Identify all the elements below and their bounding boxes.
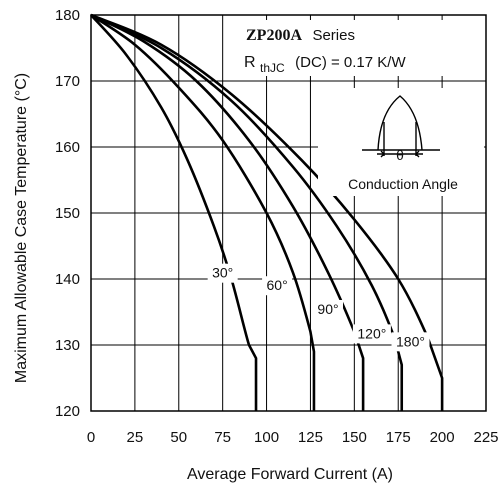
rth-subscript: thJC: [260, 61, 285, 75]
x-tick-label-6: 150: [342, 429, 367, 446]
x-axis-title: Average Forward Current (A): [187, 466, 393, 483]
y-axis-title: Maximum Allowable Case Temperature (°C): [13, 73, 30, 383]
series-label-3: 120°: [357, 325, 386, 341]
y-tick-label-6: 180: [55, 7, 80, 24]
x-tick-label-4: 100: [254, 429, 279, 446]
series-label-4: 180°: [396, 333, 425, 349]
y-tick-labels: 120 130 140 150 160 170 180: [55, 7, 80, 420]
y-tick-label-0: 120: [55, 403, 80, 420]
y-tick-label-2: 140: [55, 271, 80, 288]
y-tick-label-4: 160: [55, 139, 80, 156]
conduction-angle-label: Conduction Angle: [348, 176, 458, 192]
x-tick-label-2: 50: [170, 429, 187, 446]
rth-value: (DC) = 0.17 K/W: [295, 54, 406, 71]
x-tick-label-9: 225: [473, 429, 498, 446]
series-label-1: 60°: [267, 277, 288, 293]
x-tick-label-1: 25: [127, 429, 144, 446]
y-tick-label-3: 150: [55, 205, 80, 222]
series-label-2: 90°: [317, 301, 338, 317]
x-tick-label-5: 125: [298, 429, 323, 446]
x-tick-label-0: 0: [87, 429, 95, 446]
y-tick-label-5: 170: [55, 73, 80, 90]
theta-symbol: θ: [396, 147, 404, 163]
title-model: ZP200A: [246, 27, 302, 44]
x-tick-label-8: 200: [430, 429, 455, 446]
x-tick-labels: 0 25 50 75 100 125 150 175 200 225: [87, 429, 499, 446]
rth-symbol: R: [244, 54, 256, 71]
y-tick-label-1: 130: [55, 337, 80, 354]
x-tick-label-3: 75: [214, 429, 231, 446]
series-label-0: 30°: [212, 265, 233, 281]
title-series: Series: [312, 27, 355, 44]
chart-title: ZP200A Series: [246, 27, 355, 44]
x-tick-label-7: 175: [386, 429, 411, 446]
